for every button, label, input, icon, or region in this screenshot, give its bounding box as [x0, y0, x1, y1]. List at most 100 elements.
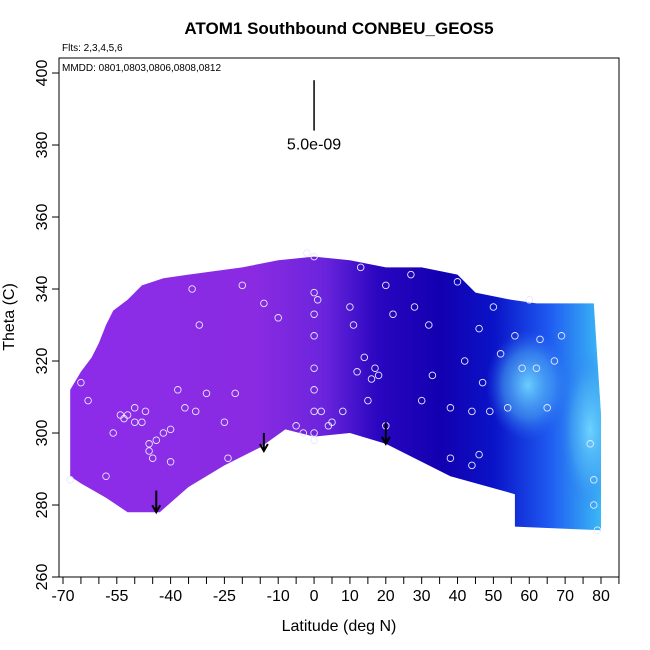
- data-point: [141, 407, 150, 416]
- data-point: [486, 407, 494, 416]
- data-point: [446, 404, 455, 412]
- data-point: [360, 353, 369, 362]
- data-point: [130, 404, 139, 412]
- data-point: [557, 332, 566, 340]
- data-point: [525, 296, 534, 304]
- data-point: [428, 371, 437, 380]
- data-point: [303, 249, 311, 257]
- data-point: [356, 263, 365, 272]
- data-point: [503, 404, 512, 412]
- light-blue-region: [486, 330, 570, 440]
- data-point: [511, 332, 519, 340]
- data-point: [468, 407, 476, 416]
- data-point: [550, 357, 559, 365]
- data-point: [310, 386, 318, 394]
- data-point: [310, 310, 318, 318]
- arrow-marker: [380, 422, 391, 446]
- x-tick-label: 60: [520, 588, 538, 605]
- data-point: [446, 454, 455, 462]
- data-point: [410, 303, 419, 311]
- plot-frame: [58, 57, 620, 578]
- data-point: [478, 378, 487, 387]
- data-point: [310, 288, 318, 297]
- field-layer: [70, 256, 601, 531]
- data-point: [130, 418, 139, 426]
- data-point: [543, 404, 551, 412]
- data-point: [586, 440, 594, 448]
- y-tick-label: 260: [34, 564, 51, 591]
- data-point: [407, 270, 415, 279]
- data-point: [310, 252, 318, 261]
- data-point: [317, 407, 325, 416]
- data-point: [220, 418, 229, 426]
- x-tick-label: -40: [159, 588, 182, 605]
- data-point: [274, 314, 282, 322]
- data-point: [518, 364, 526, 372]
- y-tick-label: 400: [34, 60, 51, 87]
- data-point: [123, 411, 132, 419]
- data-point: [590, 501, 598, 509]
- data-point: [374, 371, 383, 380]
- scale-bar: 5.0e-09: [287, 80, 341, 154]
- data-point: [292, 422, 300, 430]
- data-point: [181, 404, 189, 412]
- field-highlights: [486, 330, 601, 510]
- data-point: [102, 472, 110, 480]
- data-point: [145, 440, 153, 448]
- x-tick-label: 80: [592, 588, 610, 605]
- data-point: [310, 407, 318, 416]
- light-blue-edge-region: [560, 350, 601, 510]
- data-point: [166, 458, 175, 466]
- x-tick-label: 0: [310, 588, 319, 605]
- arrow-marker: [258, 433, 269, 454]
- data-point: [371, 364, 379, 372]
- y-tick-label: 340: [34, 276, 51, 303]
- data-point: [77, 378, 85, 387]
- data-point: [191, 407, 200, 416]
- data-point: [425, 321, 433, 329]
- data-point: [417, 396, 426, 405]
- data-point: [145, 447, 153, 455]
- data-point: [109, 429, 117, 437]
- data-point: [148, 454, 157, 462]
- data-point: [231, 389, 239, 398]
- data-point: [188, 285, 196, 293]
- x-axis-title: Latitude (deg N): [282, 618, 397, 635]
- data-point: [460, 357, 469, 365]
- x-tick-label: 40: [449, 588, 467, 605]
- x-tick-label: 10: [341, 588, 359, 605]
- data-point: [195, 321, 204, 329]
- points-layer: [66, 249, 602, 534]
- y-tick-label: 380: [34, 132, 51, 159]
- data-point: [489, 303, 498, 311]
- x-tick-label: -25: [213, 588, 236, 605]
- data-point: [349, 321, 358, 329]
- arrows-layer: [151, 422, 391, 515]
- data-point: [453, 278, 462, 286]
- data-point: [328, 418, 336, 426]
- y-axis-title: Theta (C): [1, 283, 18, 351]
- data-point: [339, 407, 347, 416]
- x-tick-label: 20: [377, 588, 395, 605]
- data-point: [532, 364, 541, 372]
- data-point: [593, 526, 602, 534]
- data-point: [313, 296, 322, 304]
- x-tick-label: 70: [556, 588, 574, 605]
- x-tick-label: -55: [105, 588, 128, 605]
- arrow-marker: [151, 490, 162, 515]
- x-tick-label: -70: [51, 588, 74, 605]
- y-tick-label: 360: [34, 204, 51, 231]
- data-point: [224, 454, 232, 462]
- y-tick-label: 320: [34, 348, 51, 375]
- x-tick-label: 30: [413, 588, 431, 605]
- data-point: [475, 324, 483, 333]
- data-point: [496, 350, 505, 358]
- data-point: [590, 476, 598, 484]
- data-point: [367, 375, 376, 383]
- data-point: [389, 310, 397, 318]
- y-tick-label: 280: [34, 492, 51, 519]
- data-point: [364, 396, 372, 405]
- data-point: [310, 429, 318, 437]
- data-point: [468, 461, 476, 470]
